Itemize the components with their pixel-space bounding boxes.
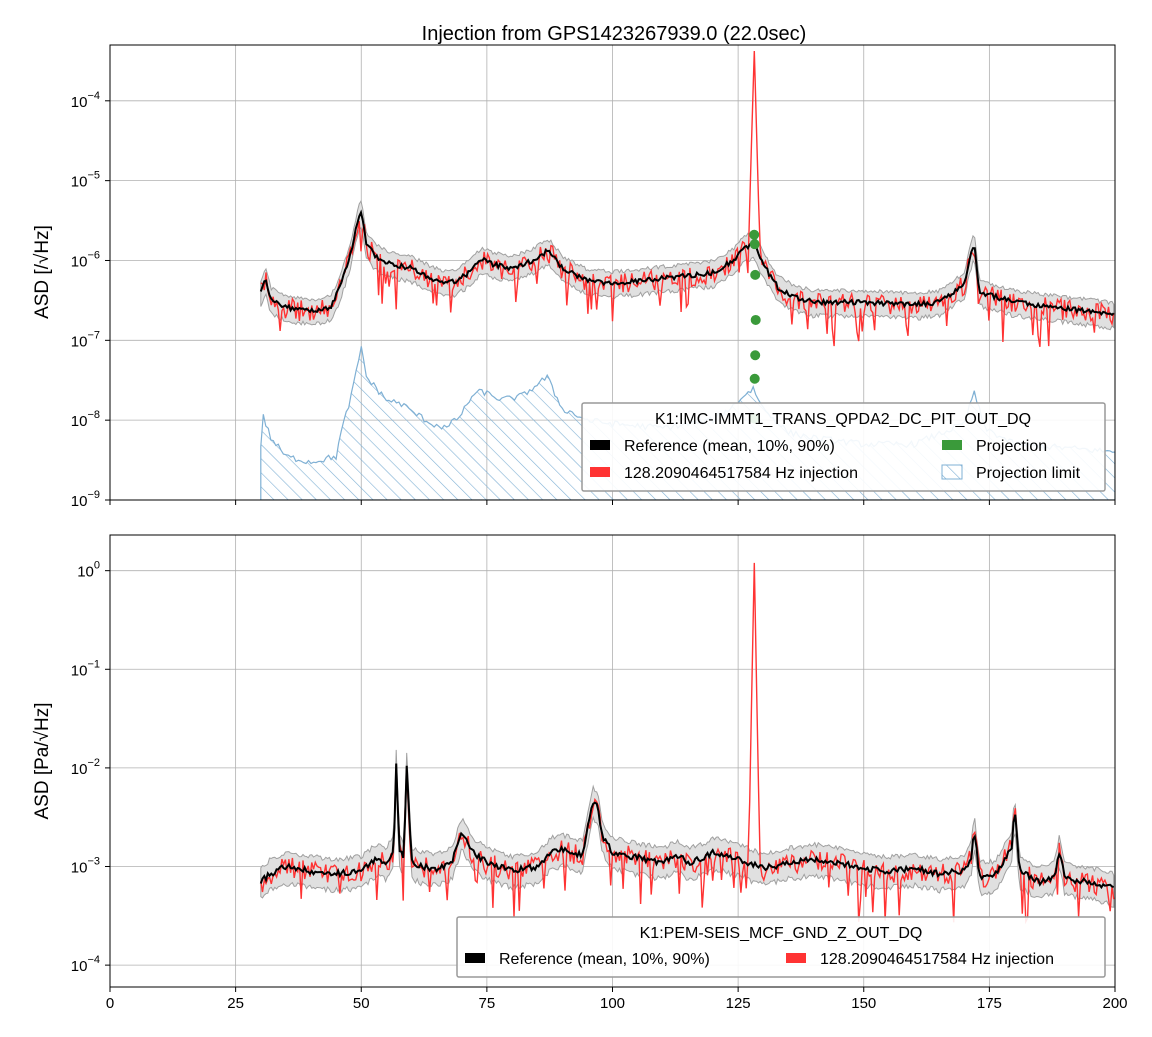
x-tick-label: 125 [726, 995, 751, 1012]
y-tick-labels: 10−4 10−3 10−2 10−1 100 [71, 560, 100, 975]
panel-bottom: 10−4 10−3 10−2 10−1 100 0 25 50 75 100 125 150 175 2… [32, 534, 1128, 1012]
legend-title: K1:PEM-SEIS_MCF_GND_Z_OUT_DQ [640, 925, 923, 942]
y-tick-label: 10−1 [71, 658, 100, 679]
legend-entry: 128.2090464517584 Hz injection [624, 465, 858, 482]
legend-swatch-injection [786, 953, 806, 963]
legend: K1:PEM-SEIS_MCF_GND_Z_OUT_DQ Reference (… [456, 916, 1106, 978]
reference-mean-line [259, 209, 1115, 317]
legend-swatch-reference [590, 440, 610, 450]
legend-entry: Projection [976, 438, 1047, 455]
legend-swatch-projection-limit [941, 464, 963, 480]
axes-frame [109, 534, 1116, 988]
reference-percentile-band [260, 749, 1115, 908]
y-tick-label: 100 [77, 560, 100, 581]
x-tick-labels: 0 25 50 75 100 125 150 175 200 [106, 995, 1128, 1012]
y-tick-label: 10−4 [71, 90, 100, 111]
y-tick-label: 10−7 [71, 329, 100, 350]
reference-mean-line [259, 763, 1115, 890]
projection-point [749, 373, 760, 384]
y-tick-label: 10−4 [71, 954, 100, 975]
legend-title: K1:IMC-IMMT1_TRANS_QPDA2_DC_PIT_OUT_DQ [655, 411, 1031, 428]
y-tick-labels: 10−9 10−8 10−7 10−6 10−5 10−4 [71, 90, 100, 510]
legend-swatch-reference [465, 953, 485, 963]
y-axis-label: ASD [Pa/√Hz] [32, 702, 53, 819]
legend: K1:IMC-IMMT1_TRANS_QPDA2_DC_PIT_OUT_DQ R… [581, 402, 1106, 492]
x-tick-label: 100 [600, 995, 625, 1012]
chart-title: Injection from GPS1423267939.0 (22.0sec) [422, 23, 807, 45]
y-axis-label: ASD [/√Hz] [32, 225, 53, 319]
projection-point [750, 314, 761, 325]
legend-entry: Reference (mean, 10%, 90%) [624, 438, 835, 455]
legend-swatch-injection [590, 467, 610, 477]
projection-point [749, 229, 760, 240]
y-tick-label: 10−9 [71, 489, 100, 510]
panel-top: 10−9 10−8 10−7 10−6 10−5 10−4 ASD [/√Hz] K1:I… [32, 44, 1116, 510]
legend-entry: Projection limit [976, 465, 1081, 482]
x-tick-label: 0 [106, 995, 114, 1012]
x-tick-label: 200 [1102, 995, 1127, 1012]
x-tick-label: 25 [227, 995, 244, 1012]
y-tick-label: 10−6 [71, 249, 100, 270]
y-tick-label: 10−3 [71, 856, 100, 877]
y-tick-label: 10−5 [71, 170, 100, 191]
reference-percentile-band [260, 199, 1115, 331]
y-tick-label: 10−2 [71, 757, 100, 778]
projection-point [750, 350, 761, 361]
y-tick-label: 10−8 [71, 409, 100, 430]
injection-line [260, 562, 1115, 925]
legend-entry: 128.2090464517584 Hz injection [820, 951, 1054, 968]
x-tick-label: 75 [479, 995, 496, 1012]
legend-entry: Reference (mean, 10%, 90%) [499, 951, 710, 968]
legend-swatch-projection [942, 440, 962, 450]
x-tick-label: 50 [353, 995, 370, 1012]
axes-frame [109, 44, 1116, 501]
projection-point [749, 239, 760, 250]
x-tick-label: 175 [977, 995, 1002, 1012]
projection-point [750, 269, 761, 280]
x-tick-label: 150 [851, 995, 876, 1012]
